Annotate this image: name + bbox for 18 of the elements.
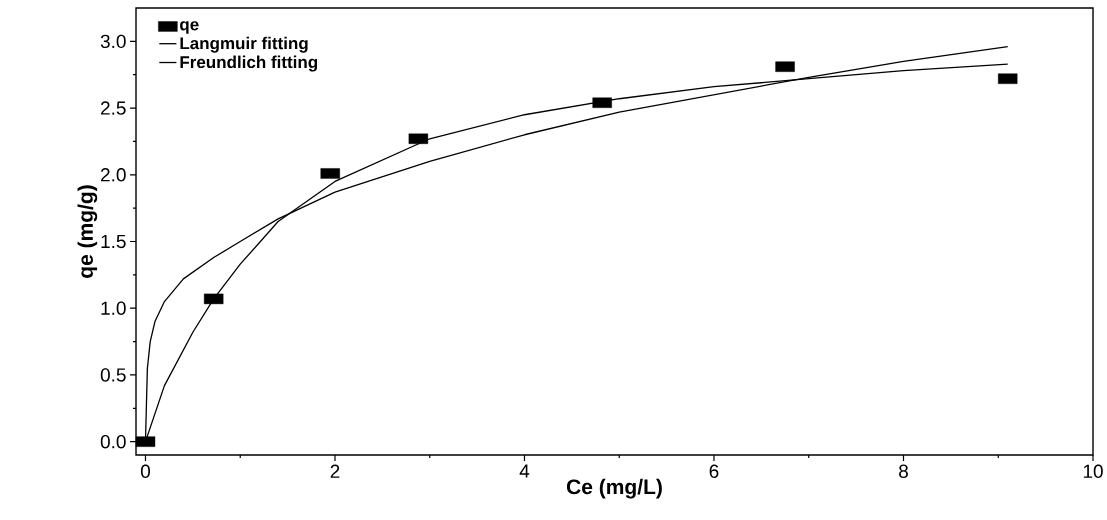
x-tick-label: 8 xyxy=(899,464,908,478)
x-tick-label: 10 xyxy=(1083,464,1103,478)
legend-label: Langmuir fitting xyxy=(180,36,308,53)
y-tick-label: 2.0 xyxy=(101,168,126,182)
y-tick-label: 1.0 xyxy=(101,301,126,315)
y-tick-label: 0.5 xyxy=(100,368,126,382)
x-tick-label: 6 xyxy=(709,464,719,478)
y-axis-title: qe (mg/g) xyxy=(77,185,98,278)
x-tick-label: 4 xyxy=(519,464,530,478)
x-tick-label: 2 xyxy=(330,464,340,478)
y-tick-label: 3.0 xyxy=(100,34,126,49)
legend-label: qe xyxy=(180,21,199,34)
legend-label: Freundlich fitting xyxy=(180,55,318,72)
x-axis-title: Ce (mg/L) xyxy=(566,478,662,499)
y-tick-label: 1.5 xyxy=(101,234,126,249)
y-tick-label: 2.5 xyxy=(101,101,126,115)
y-tick-label: 0.0 xyxy=(100,434,126,449)
x-tick-label: 0 xyxy=(140,464,151,478)
